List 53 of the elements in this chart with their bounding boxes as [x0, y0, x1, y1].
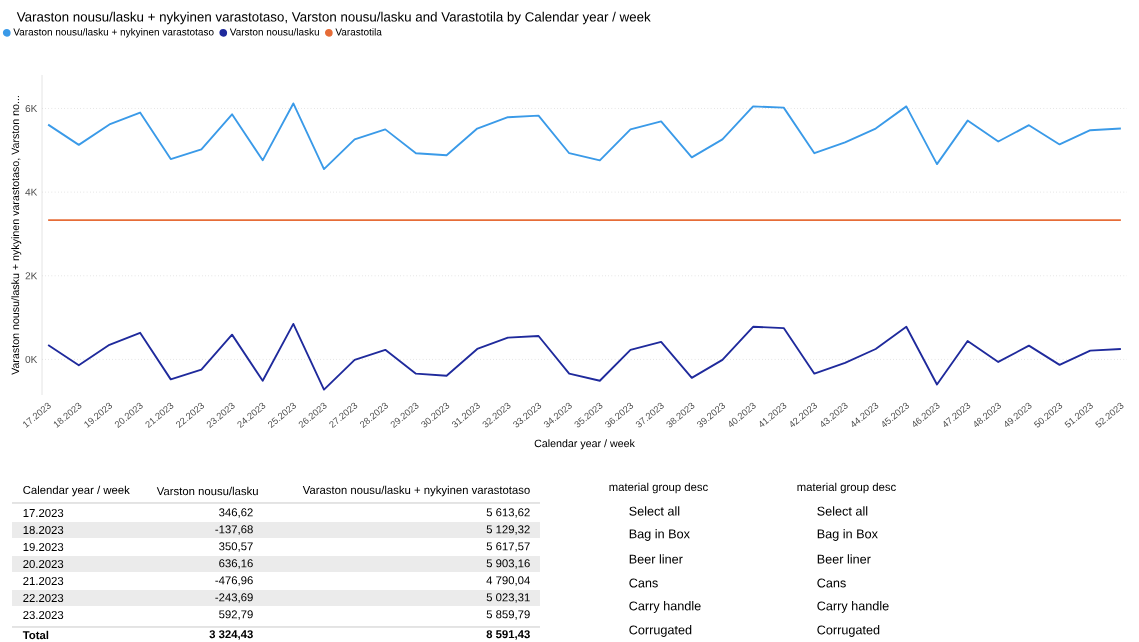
text: -137,68: [215, 525, 253, 535]
text: Carry handle: [817, 601, 889, 613]
text: 17.2023: [23, 508, 64, 517]
y-axis-title: Varaston nousu/lasku + nykyinen varastotaso, Varston no...: [11, 96, 22, 375]
text: Carry handle: [629, 601, 701, 613]
text: 22.2023: [23, 593, 64, 602]
text: 636,16: [219, 559, 253, 569]
text: Beer liner: [817, 554, 871, 564]
y-tick-label: 0K: [25, 355, 38, 363]
text: Bag in Box: [629, 529, 690, 541]
text: Select all: [817, 506, 868, 516]
legend-label: Varston nousu/lasku: [229, 28, 319, 36]
chart-title: Varaston nousu/lasku + nykyinen varastotaso, Varston nousu/lasku and Varastotila by Calendar year / week: [16, 11, 651, 25]
y-tick-label: 6K: [25, 104, 38, 113]
line-series: [47, 102, 1122, 171]
text: Beer liner: [629, 554, 683, 564]
x-axis-title: Calendar year / week: [534, 439, 635, 450]
text: 20.2023: [23, 559, 64, 568]
text: -243,69: [215, 593, 253, 603]
text: Corrugated: [817, 625, 880, 637]
text: Cans: [817, 578, 846, 588]
text: material group desc: [609, 482, 708, 494]
text: Cans: [629, 578, 658, 588]
text: Select all: [629, 506, 680, 516]
text: 5 859,79: [486, 610, 530, 620]
text: 8 591,43: [486, 630, 530, 640]
text: 23.2023: [23, 610, 64, 619]
text: 5 613,62: [486, 508, 530, 518]
text: material group desc: [797, 482, 896, 494]
text: Total: [22, 630, 49, 640]
legend-label: Varaston nousu/lasku + nykyinen varastotaso: [13, 28, 214, 38]
text: 346,62: [219, 508, 253, 518]
text: 350,57: [219, 542, 253, 552]
legend-label: Varastotila: [335, 28, 382, 36]
y-tick-label: 2K: [25, 272, 38, 280]
text: Calendar year / week: [23, 485, 130, 497]
text: 5 617,57: [486, 542, 530, 552]
text: 21.2023: [23, 576, 64, 585]
text: 19.2023: [23, 542, 64, 551]
text: Varaston nousu/lasku + nykyinen varastotaso: [302, 485, 530, 497]
text: Corrugated: [629, 625, 692, 637]
text: 3 324,43: [209, 630, 253, 640]
text: -476,96: [215, 576, 253, 586]
text: Bag in Box: [817, 529, 878, 541]
text: Varston nousu/lasku: [156, 486, 258, 496]
text: 592,79: [219, 610, 253, 620]
line-series: [47, 322, 1122, 391]
text: 4 790,04: [486, 576, 530, 586]
text: 5 129,32: [486, 525, 530, 535]
text: 18.2023: [23, 525, 64, 534]
text: 5 023,31: [486, 593, 530, 603]
text: 5 903,16: [486, 559, 530, 569]
y-tick-label: 4K: [25, 188, 38, 196]
